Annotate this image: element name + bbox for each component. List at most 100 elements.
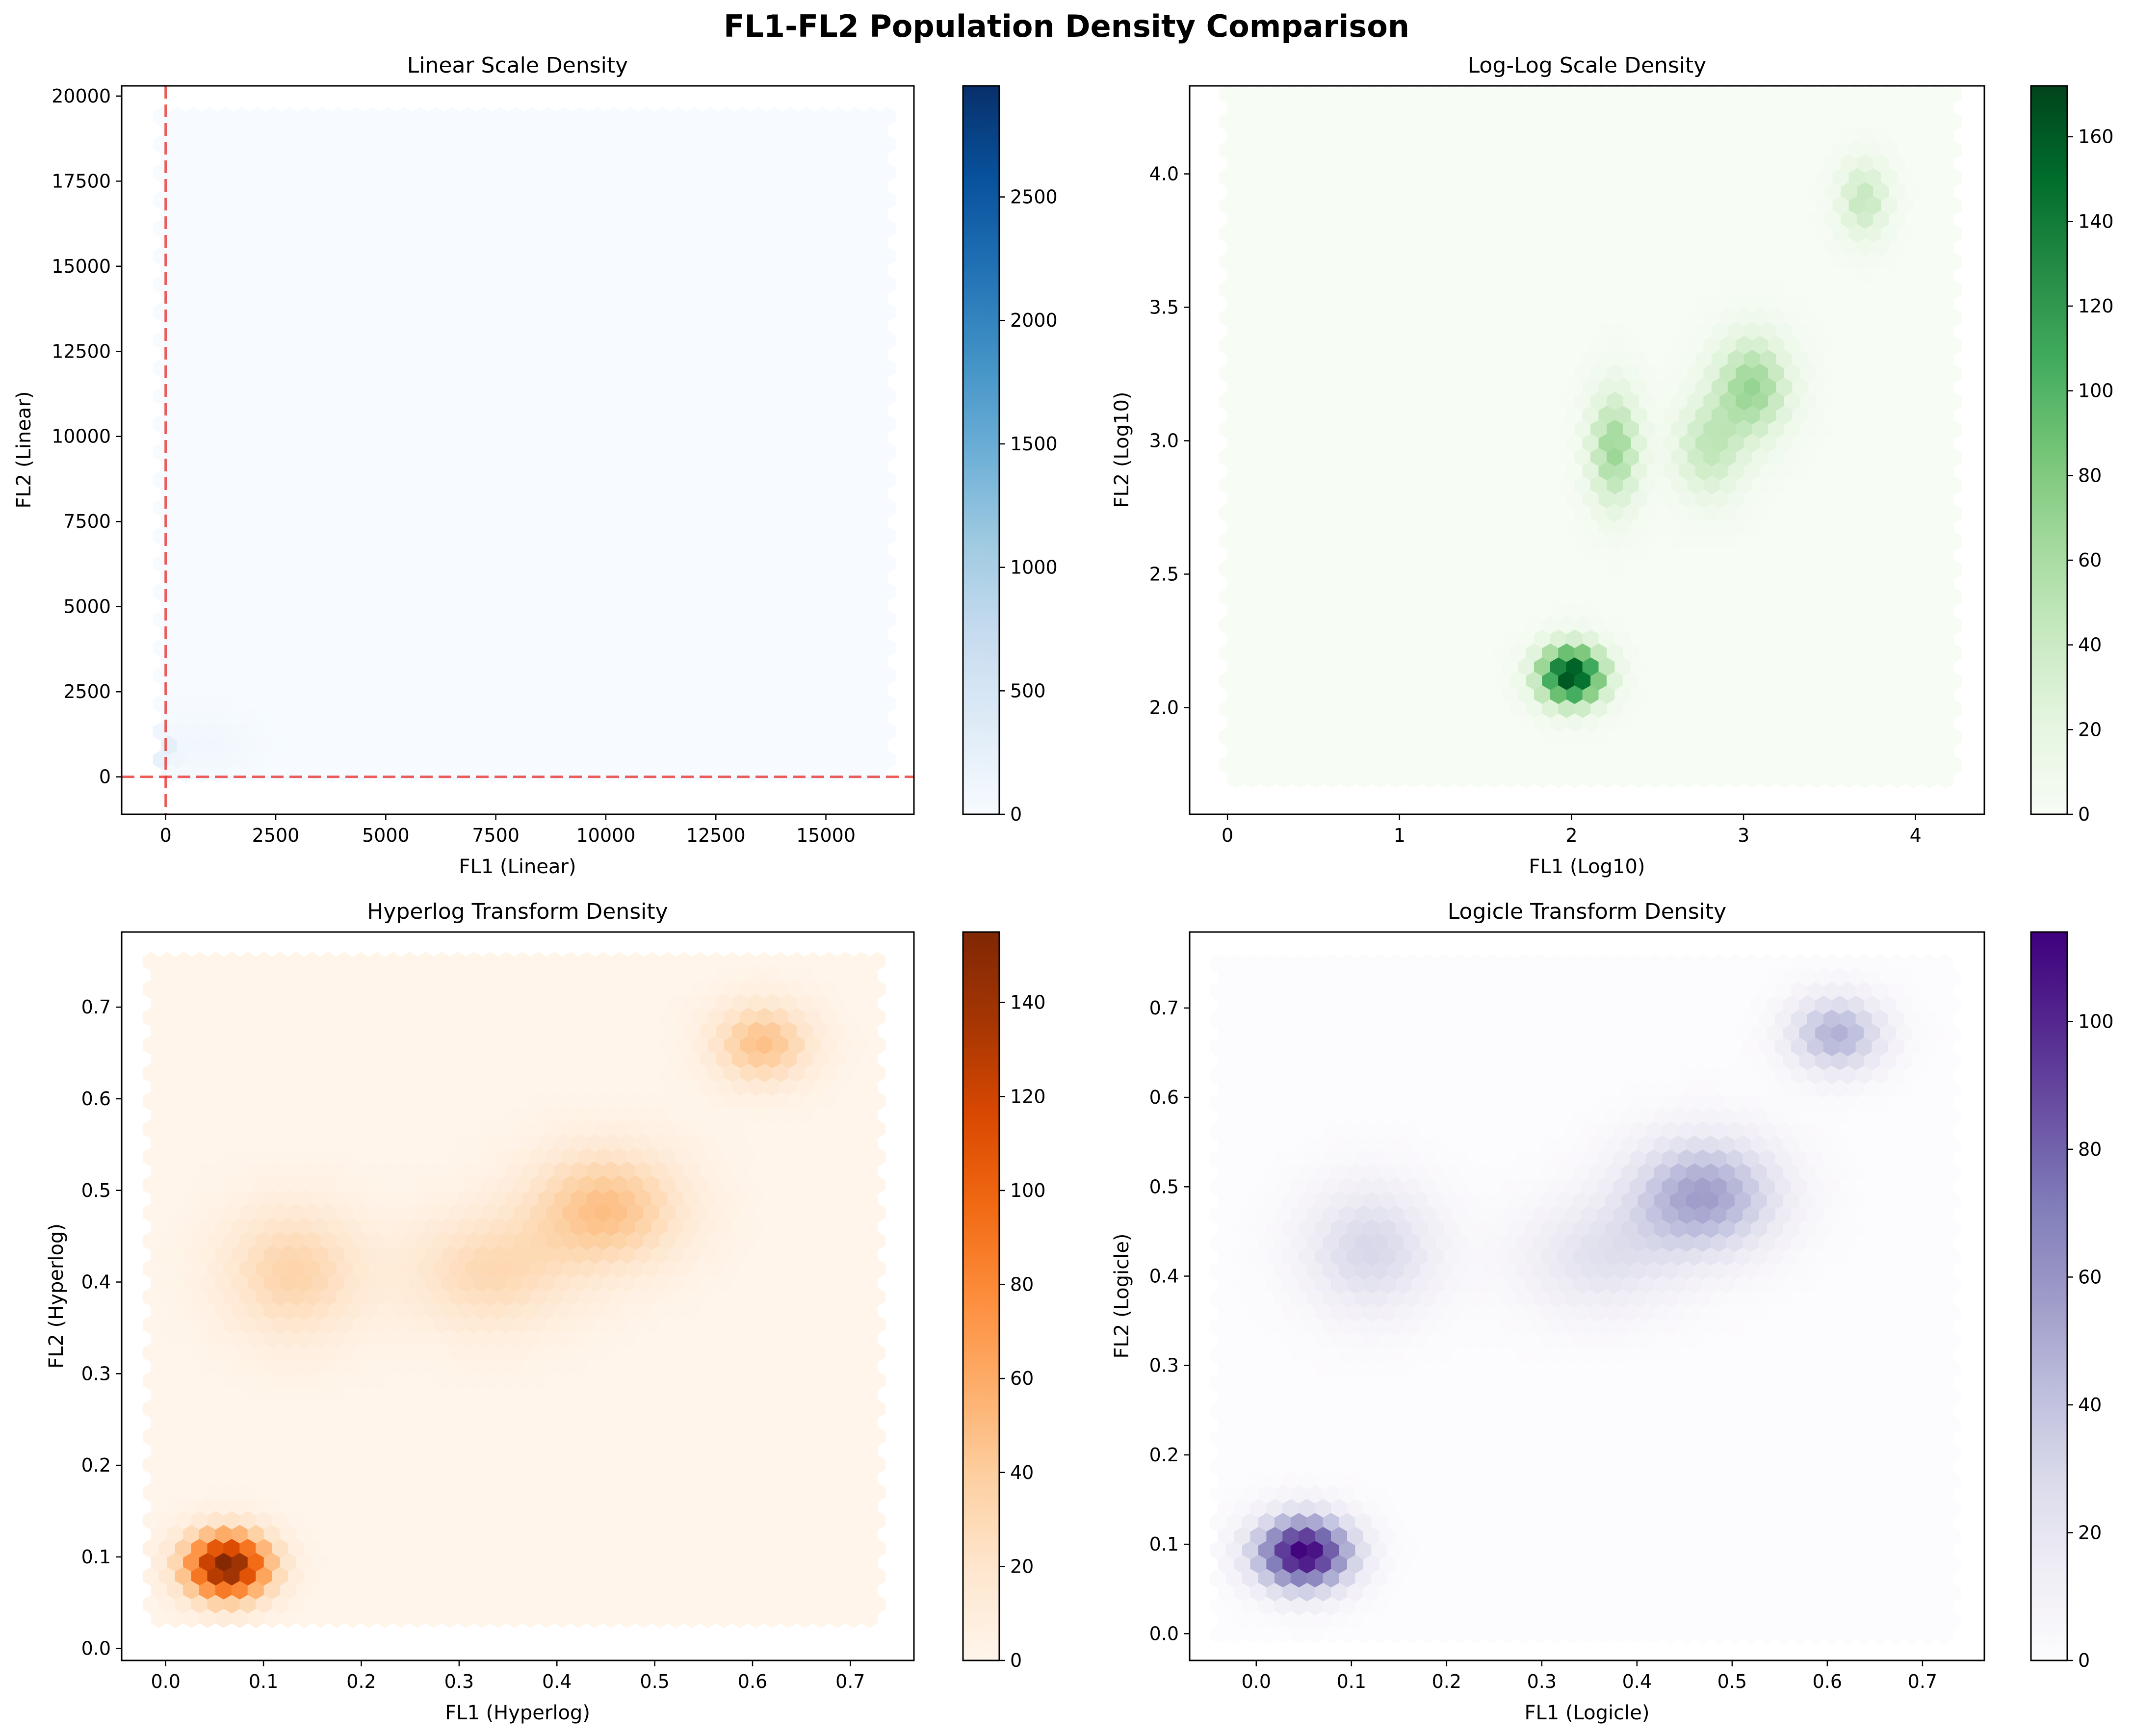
hexbin-cell [847,274,864,294]
hexbin-cell [209,624,226,644]
hexbin-cell [1227,98,1244,118]
hexbin-cell [217,106,234,127]
hexbin-cell [556,274,573,294]
hexbin-cell [330,750,347,770]
hexbin-cell [177,652,194,672]
hexbin-cell [1607,224,1623,243]
hexbin-cell [427,582,444,602]
hexbin-cell [411,162,428,182]
hexbin-cell [460,414,476,434]
hexbin-cell [556,106,573,127]
hexbin-cell [540,274,557,294]
hexbin-cell [435,428,452,448]
hexbin-cell [1542,224,1559,243]
hexbin-cell [241,149,259,168]
hexbin-cell [1348,168,1365,187]
hexbin-cell [1509,168,1527,187]
hexbin-cell [1243,238,1260,258]
hexbin-cell [371,205,388,224]
hexbin-cell [427,610,444,630]
hexbin-cell [871,344,888,364]
hexbin-cell [1259,238,1276,258]
hexbin-cell [468,708,485,727]
hexbin-cell [677,233,695,252]
hexbin-cell [718,134,735,155]
hexbin-cell [823,428,840,448]
hexbin-cell [500,680,517,700]
hexbin-cell [1477,168,1494,187]
hexbin-cell [710,372,727,392]
hexbin-cell [379,722,396,742]
hexbin-cell [702,526,719,546]
hexbin-cell [790,400,807,420]
hexbin-cell [524,582,541,602]
hexbin-cell [629,764,646,783]
hexbin-cell [516,568,533,588]
hexbin-cell [653,442,670,462]
hexbin-cell [193,708,210,727]
hexbin-cell [669,274,686,294]
hexbin-cell [645,428,662,448]
hexbin-cell [484,149,501,168]
hexbin-cell [258,344,275,364]
hexbin-cell [572,638,590,658]
hexbin-cell [435,708,452,727]
hexbin-cell [258,233,275,252]
hexbin-cell [274,400,291,420]
hexbin-cell [637,218,654,238]
hexbin-cell [774,288,791,308]
hexbin-cell [1348,112,1365,131]
hexbin-cell [241,512,259,532]
hexbin-cell [500,428,517,448]
hexbin-cell [613,260,630,280]
hexbin-cell [782,638,800,658]
hexbin-cell [605,246,622,266]
hexbin-cell [1469,210,1486,230]
hexbin-cell [621,694,638,714]
hexbin-cell [322,540,339,560]
hexbin-cell [443,442,461,462]
hexbin-cell [799,162,816,182]
hexbin-cell [250,610,267,630]
hexbin-cell [241,177,259,196]
hexbin-cell [750,330,767,350]
hexbin-cell [589,414,606,434]
hexbin-cell [879,694,896,714]
hexbin-cell [540,750,557,770]
hexbin-cell [395,498,412,518]
hexbin-cell [500,233,517,252]
hexbin-cell [758,149,775,168]
hexbin-cell [217,694,234,714]
hexbin-cell [1671,196,1688,215]
hexbin-cell [742,288,759,308]
hexbin-cell [1235,86,1252,104]
hexbin-cell [605,162,622,182]
hexbin-cell [847,190,864,210]
hexbin-cell [169,330,186,350]
hexbin-cell [799,386,816,406]
hexbin-cell [621,106,638,127]
hexbin-cell [661,288,678,308]
hexbin-cell [1703,168,1720,187]
hexbin-cell [419,708,436,727]
hexbin-cell [363,442,380,462]
hexbin-cell [1235,224,1252,243]
hexbin-cell [468,149,485,168]
hexbin-cell [234,246,251,266]
hexbin-cell [1445,168,1462,187]
hexbin-cell [823,652,840,672]
hexbin-cell [371,428,388,448]
hexbin-cell [403,652,420,672]
hexbin-cell [532,484,549,504]
hexbin-cell [710,177,727,196]
hexbin-cell [863,358,880,378]
hexbin-cell [782,106,800,127]
hexbin-cell [403,568,420,588]
hexbin-cell [241,316,259,336]
hexbin-cell [169,190,186,210]
hexbin-cell [855,596,872,616]
hexbin-cell [322,512,339,532]
hexbin-cell [1388,182,1405,202]
hexbin-cell [1946,140,1962,159]
